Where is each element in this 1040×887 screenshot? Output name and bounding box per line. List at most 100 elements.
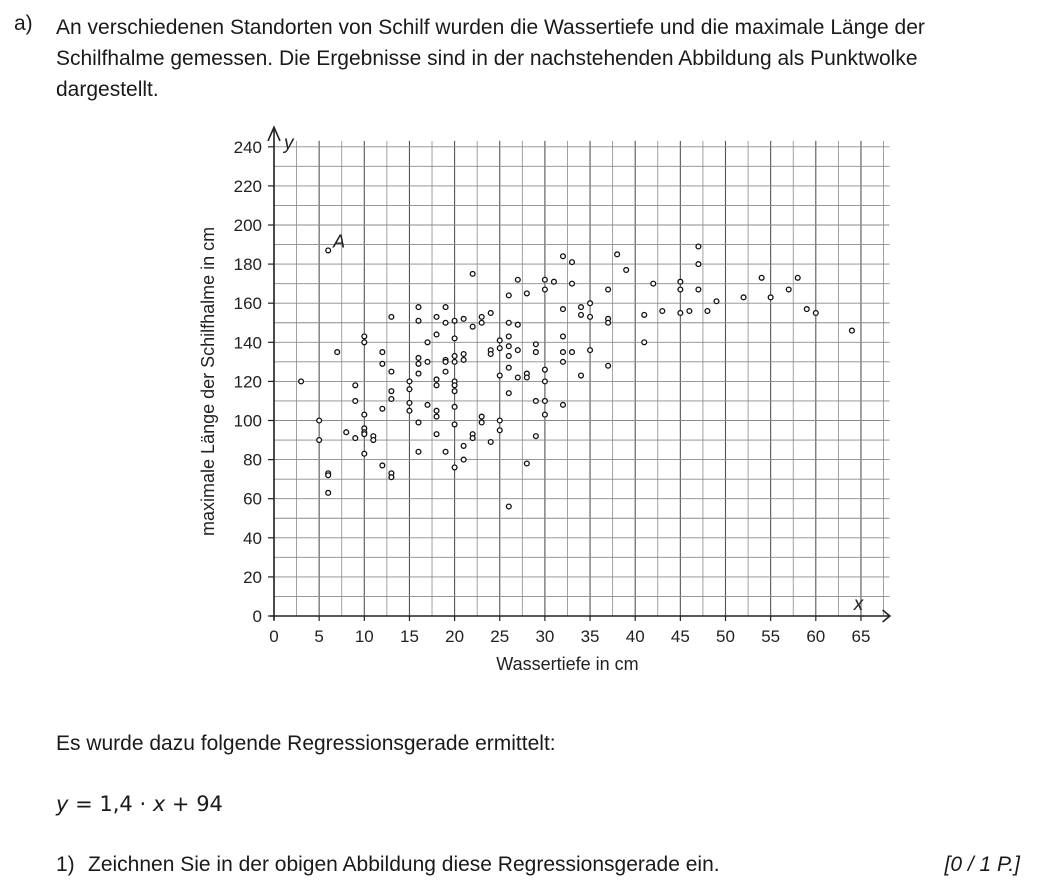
data-point (433, 407, 440, 414)
task-intro: An verschiedenen Standorten von Schilf w… (56, 16, 925, 101)
data-point (505, 364, 512, 371)
data-point (460, 315, 467, 322)
data-point (532, 397, 539, 405)
data-point (451, 421, 458, 428)
data-point (812, 309, 819, 317)
y-axis-label: maximale Länge der Schilfhalme in cm (198, 227, 218, 536)
data-point (451, 388, 458, 395)
data-point (460, 356, 467, 363)
x-axis-label: Wassertiefe in cm (496, 654, 638, 674)
data-point (451, 317, 458, 324)
data-point (659, 307, 666, 315)
data-point (406, 386, 413, 393)
y-tick-label: 140 (234, 333, 262, 352)
regression-intro: Es wurde dazu folgende Regressionsgerade… (56, 732, 556, 755)
data-point (505, 319, 512, 326)
data-point (514, 347, 521, 354)
data-point (298, 378, 305, 385)
y-tick-label: 160 (234, 294, 262, 313)
data-point (433, 413, 440, 420)
x-tick-label: 35 (581, 627, 600, 646)
x-axis-symbol: x (853, 594, 865, 615)
data-point (541, 286, 548, 293)
data-point (424, 401, 431, 408)
data-point (568, 280, 576, 287)
data-point (541, 397, 548, 405)
data-point (541, 276, 548, 283)
data-point (433, 313, 440, 320)
data-point (704, 307, 711, 315)
data-point (532, 341, 539, 348)
data-point (523, 374, 530, 381)
y-tick-label: 80 (243, 451, 262, 470)
data-point (316, 417, 323, 424)
data-point (478, 319, 485, 326)
data-point (379, 462, 386, 469)
x-tick-label: 30 (535, 627, 554, 646)
data-point (605, 286, 612, 293)
data-point (767, 294, 774, 301)
y-axis-arrow (267, 125, 281, 142)
data-point (442, 319, 449, 326)
data-point (523, 290, 530, 297)
data-point (559, 306, 567, 313)
data-point (586, 300, 594, 307)
data-point (424, 339, 431, 346)
task-label: a) (14, 12, 33, 35)
data-point (577, 311, 585, 318)
x-tick-label: 50 (716, 627, 735, 646)
question-text: Zeichnen Sie in der obigen Abbildung die… (88, 853, 720, 876)
data-point (577, 372, 585, 379)
data-point (415, 360, 422, 367)
y-tick-label: 180 (234, 255, 262, 274)
data-point (523, 460, 530, 467)
data-point (785, 286, 792, 293)
x-tick-label: 55 (761, 627, 780, 646)
data-point (451, 382, 458, 389)
data-point (370, 436, 377, 444)
formula-mid: = 1,4 · (68, 792, 153, 816)
y-tick-label: 20 (243, 568, 262, 587)
data-point (505, 333, 512, 340)
data-point (361, 431, 368, 438)
data-point (388, 474, 395, 481)
data-point (677, 286, 684, 293)
data-point (424, 358, 431, 365)
data-point (487, 309, 494, 317)
data-point (388, 395, 395, 403)
y-tick-label: 240 (234, 138, 262, 157)
data-point (406, 378, 413, 385)
data-point (541, 366, 548, 373)
data-point (568, 259, 576, 266)
data-point (559, 333, 567, 340)
data-point (469, 323, 476, 330)
y-tick-label: 40 (243, 529, 262, 548)
data-point (505, 292, 512, 299)
y-axis-symbol: y (282, 133, 295, 154)
data-point (568, 349, 576, 356)
data-point (343, 429, 350, 436)
x-tick-label: 40 (626, 627, 645, 646)
x-axis-arrow (882, 609, 892, 623)
y-tick-label: 0 (253, 607, 262, 626)
formula-tail: + 94 (165, 792, 223, 816)
data-point (577, 304, 585, 311)
data-point (361, 411, 368, 418)
y-tick-label: 120 (234, 372, 262, 391)
data-point (352, 435, 359, 442)
data-point (478, 413, 485, 420)
data-point (433, 331, 440, 338)
data-point (514, 374, 521, 381)
data-point (415, 304, 422, 311)
question-points: [0 / 1 P.] (944, 853, 1021, 876)
data-point (487, 350, 494, 358)
data-point (614, 251, 621, 258)
data-point (325, 472, 332, 479)
data-point (586, 347, 594, 354)
data-point (677, 278, 684, 285)
data-point (451, 403, 458, 410)
data-point (532, 433, 539, 440)
data-point (559, 358, 567, 365)
data-point (361, 450, 368, 457)
data-point (334, 349, 341, 356)
